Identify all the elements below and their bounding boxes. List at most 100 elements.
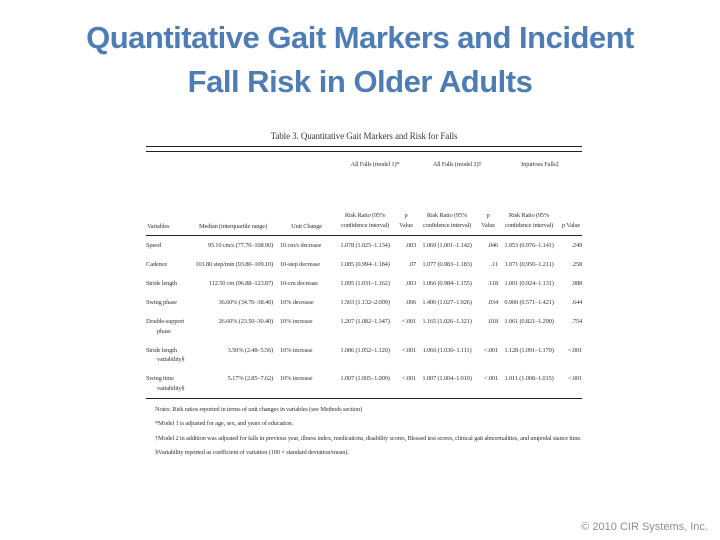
col-header-risk-ratio-3: Risk Ratio (95% confidence interval) xyxy=(504,212,554,229)
cell-p-injurious: <.001 xyxy=(568,375,583,382)
cell-variable: Swing phase xyxy=(146,299,177,306)
cell-rr-model2: 1.066 (0.984–1.155) xyxy=(422,280,472,287)
cell-rr-model1: 1.085 (0.994–1.184) xyxy=(340,261,390,268)
cell-variable: Double-support xyxy=(146,318,184,325)
cell-rr-injurious: 1.061 (0.821–1.290) xyxy=(504,318,554,325)
table-row-cadence: Cadence 101.80 step/min (93.80–109.10) 1… xyxy=(146,255,582,274)
cell-variable-line2: variability§ xyxy=(157,384,185,392)
cell-rr-injurious: 1.011 (1.008–1.015) xyxy=(504,375,554,382)
cell-p-model2: .118 xyxy=(487,280,499,287)
cell-p-injurious: .644 xyxy=(571,299,583,306)
cell-median: 3.50% (2.48–5.56) xyxy=(227,346,274,354)
cell-unit: 10-cm decrease xyxy=(280,280,318,287)
col-header-p-1: p Value xyxy=(399,212,413,229)
cell-rr-model2: 1.406 (1.027–1.926) xyxy=(422,299,472,306)
group-header-injurious: Injurious Falls‡ xyxy=(521,161,559,168)
cell-median: 36.60% (34.70–38.40) xyxy=(218,299,274,306)
cell-p-model1: .07 xyxy=(408,261,417,268)
table-row-swing-phase: Swing phase 36.60% (34.70–38.40) 10% dec… xyxy=(146,293,582,312)
col-header-unit-change: Unit Change xyxy=(291,223,322,230)
cell-rr-model1: 1.503 (1.132–2.009) xyxy=(340,299,390,306)
cell-rr-model1: 1.086 (1.052–1.120) xyxy=(340,346,390,354)
cell-variable-line2: variability§ xyxy=(157,356,185,363)
cell-rr-injurious: 1.001 (0.924–1.131) xyxy=(504,280,554,287)
cell-p-model1: .003 xyxy=(405,242,417,249)
cell-p-model2: .11 xyxy=(490,261,499,268)
group-header-row: All Falls (model 1)* All Falls (model 2)… xyxy=(146,152,582,169)
cell-rr-model2: 1.165 (1.026–1.321) xyxy=(422,318,472,325)
table-row-stride-length-variability: Stride length variability§ 3.50% (2.48–5.… xyxy=(146,341,582,370)
cell-p-injurious: .988 xyxy=(571,280,583,287)
cell-variable: Swing time xyxy=(146,375,174,382)
cell-median: 101.80 step/min (93.80–109.10) xyxy=(195,261,273,268)
cell-rr-model1: 1.095 (1.031–1.162) xyxy=(340,280,390,287)
group-header-model2: All Falls (model 2)† xyxy=(432,161,482,168)
cell-p-model2: .018 xyxy=(487,318,499,325)
cell-unit: 10 cm/s decrease xyxy=(280,242,322,249)
col-header-p-2: p Value xyxy=(481,212,495,229)
table-row-stride-length: Stride length 112.50 cm (96.88–123.87) 1… xyxy=(146,274,582,293)
cell-p-model1: <.001 xyxy=(401,346,417,354)
cell-unit: 10% increase xyxy=(280,375,313,382)
cell-p-model1: <.001 xyxy=(401,318,417,325)
cell-rr-injurious: 1.053 (0.976–1.141) xyxy=(504,242,554,249)
table-footnotes: Notes: Risk ratios reported in terms of … xyxy=(146,403,582,461)
cell-p-model2: <.001 xyxy=(483,346,499,354)
col-header-median: Median (interquartile range) xyxy=(198,223,268,230)
copyright-notice: © 2010 CIR Systems, Inc. xyxy=(581,521,708,533)
cell-p-model2: .034 xyxy=(487,299,499,306)
table-row-speed: Speed 95.10 cm/s (77.70–108.90) 10 cm/s … xyxy=(146,236,582,256)
table-figure: Table 3. Quantitative Gait Markers and R… xyxy=(146,131,582,461)
group-header-spacer xyxy=(146,152,334,169)
table-row-swing-time-variability: Swing time variability§ 5.17% (2.85–7.62)… xyxy=(146,369,582,398)
cell-p-model2: .046 xyxy=(487,242,499,249)
page-title: Quantitative Gait Markers and Incident F… xyxy=(10,16,710,104)
cell-p-injurious: <.001 xyxy=(568,346,583,354)
cell-rr-model1: 1.207 (1.082–1.347) xyxy=(340,318,390,325)
footnote-notes: Notes: Risk ratios reported in terms of … xyxy=(155,405,362,413)
cell-variable: Stride length xyxy=(146,280,177,287)
cell-p-injurious: .754 xyxy=(571,318,583,325)
cell-rr-model2: 1.077 (0.983–1.183) xyxy=(422,261,472,268)
group-header-model1: All Falls (model 1)* xyxy=(350,161,400,168)
cell-median: 112.50 cm (96.88–123.87) xyxy=(208,280,273,287)
cell-unit: 10% increase xyxy=(280,318,313,325)
cell-rr-injurious: 1.128 (1.091–1.170) xyxy=(504,346,554,354)
cell-p-injurious: .258 xyxy=(571,261,583,268)
cell-p-model1: <.001 xyxy=(401,375,417,382)
cell-rr-injurious: 1.071 (0.950–1.211) xyxy=(504,261,554,268)
title-line-1: Quantitative Gait Markers and Incident xyxy=(86,20,634,55)
title-line-2: Fall Risk in Older Adults xyxy=(187,64,533,99)
cell-p-injurious: .249 xyxy=(571,242,583,249)
cell-rr-model2: 1.066 (1.030–1.111) xyxy=(422,346,472,354)
cell-rr-model1: 1.007 (1.005–1.009) xyxy=(340,375,390,382)
cell-median: 95.10 cm/s (77.70–108.90) xyxy=(207,242,273,249)
cell-rr-injurious: 0.900 (0.571–1.421) xyxy=(504,299,554,306)
cell-p-model2: <.001 xyxy=(483,375,499,382)
footnote-model2: †Model 2 in addition was adjusted for fa… xyxy=(155,434,582,442)
table-caption: Table 3. Quantitative Gait Markers and R… xyxy=(270,131,458,141)
cell-rr-model2: 1.007 (1.004–1.010) xyxy=(422,375,472,382)
cell-p-model1: .006 xyxy=(405,299,417,306)
cell-variable: Stride length xyxy=(146,346,177,354)
cell-unit: 10% decrease xyxy=(280,299,314,306)
cell-median: 26.60% (23.50–30.40) xyxy=(218,318,274,325)
col-header-risk-ratio-1: Risk Ratio (95% confidence interval) xyxy=(340,212,390,229)
footnote-model1: *Model 1 is adjusted for age, sex, and y… xyxy=(155,420,294,427)
col-header-p-3: p Value xyxy=(561,221,581,229)
footnote-variability: §Variability reported as coefficient of … xyxy=(155,449,349,456)
col-header-variables: Variables xyxy=(147,223,170,230)
table-top-rule xyxy=(146,146,582,152)
cell-median: 5.17% (2.85–7.62) xyxy=(227,375,274,382)
cell-variable: Cadence xyxy=(146,261,167,268)
cell-unit: 10% increase xyxy=(280,346,313,354)
cell-unit: 10-step decrease xyxy=(280,261,320,268)
cell-rr-model2: 1.069 (1.001–1.142) xyxy=(422,242,472,249)
col-header-risk-ratio-2: Risk Ratio (95% confidence interval) xyxy=(422,212,472,229)
table-row-double-support: Double-support phase 26.60% (23.50–30.40)… xyxy=(146,312,582,341)
column-header-row: Variables Median (interquartile range) U… xyxy=(146,169,582,236)
cell-p-model1: .003 xyxy=(405,280,417,287)
cell-variable-line2: phase xyxy=(157,327,171,335)
cell-rr-model1: 1.078 (1.025–1.134) xyxy=(340,242,390,249)
